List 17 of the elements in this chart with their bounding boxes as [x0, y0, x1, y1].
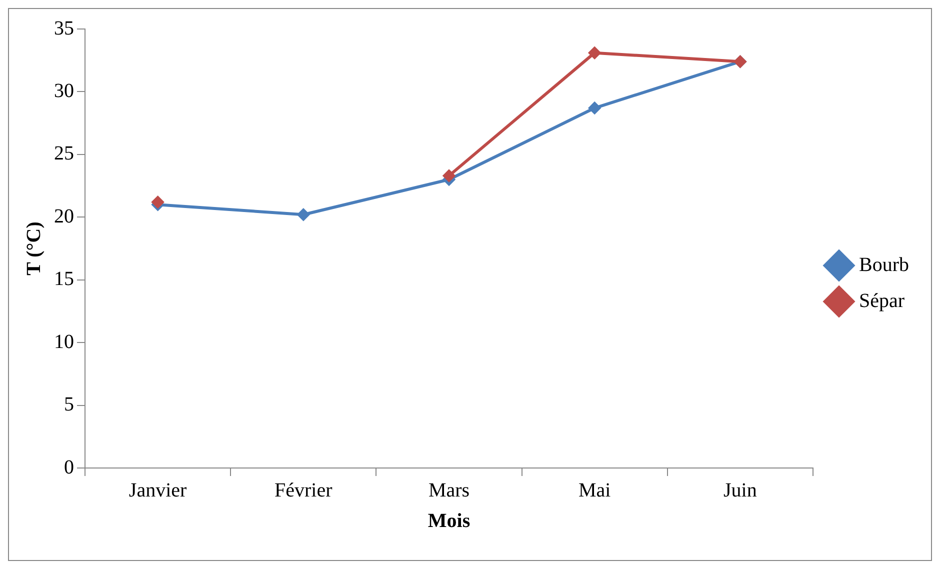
y-axis-title: T (°C) [23, 222, 46, 276]
y-tick-label: 15 [54, 268, 74, 290]
x-tick-label: Février [274, 479, 333, 502]
y-tick-label: 20 [54, 205, 74, 228]
legend-label: Sépar [859, 290, 905, 312]
y-tick-label: 25 [54, 142, 74, 165]
x-axis-title: Mois [428, 510, 470, 532]
legend-label: Bourb [859, 254, 909, 276]
y-tick-label: 5 [64, 394, 74, 416]
y-tick-label: 10 [54, 330, 74, 353]
x-tick-label: Mars [428, 479, 470, 502]
x-tick-label: Mai [578, 479, 612, 502]
y-tick-label: 0 [64, 456, 74, 478]
y-tick-label: 30 [54, 80, 74, 102]
y-tick-label: 35 [54, 17, 74, 40]
x-tick-label: Janvier [128, 479, 188, 502]
x-tick-label: Juin [724, 479, 757, 502]
